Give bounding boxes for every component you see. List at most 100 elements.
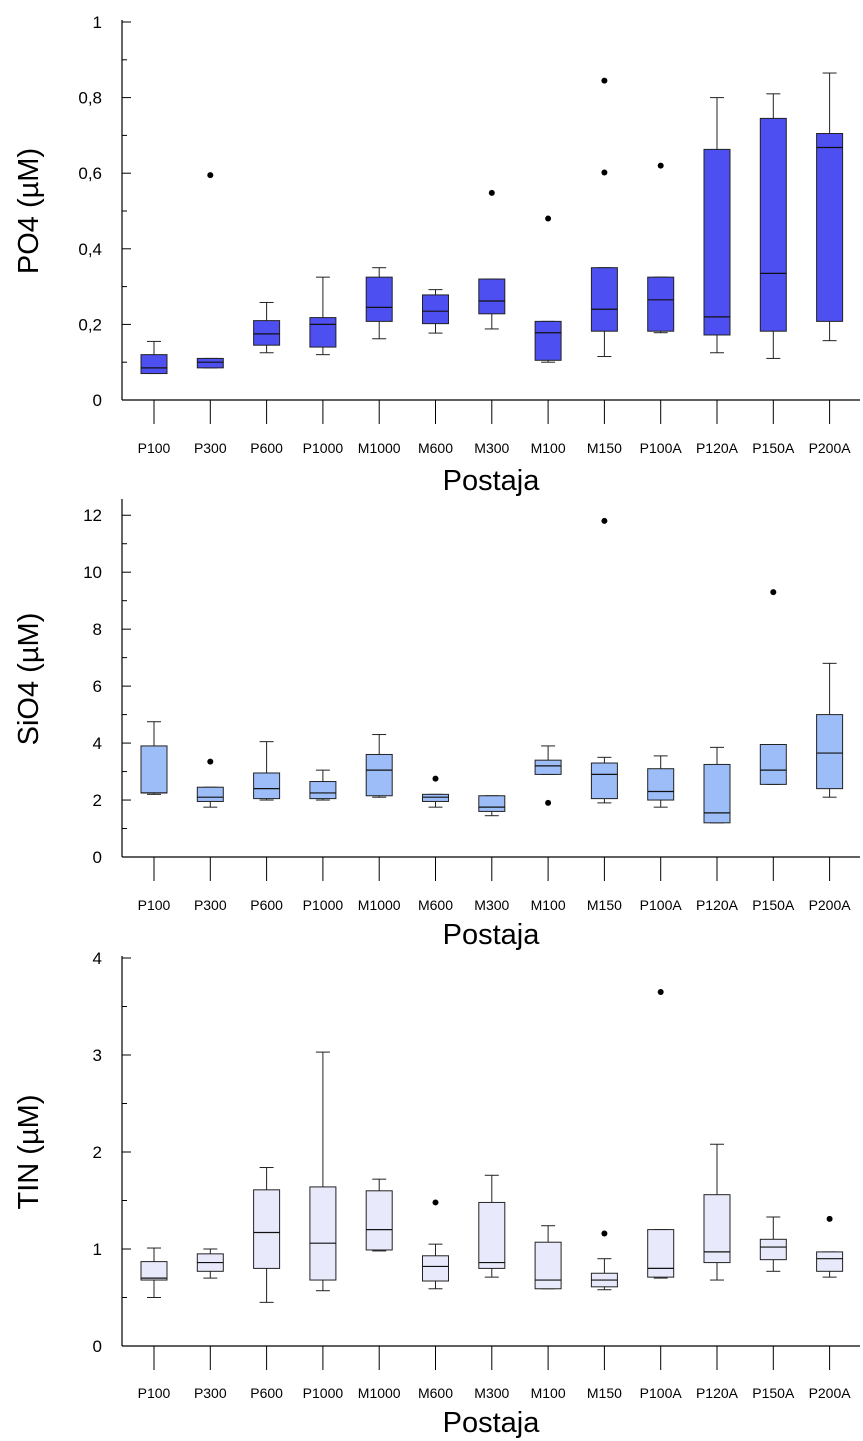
chart-2-box bbox=[478, 795, 506, 812]
chart-3-y-tick-label: 4 bbox=[93, 949, 102, 968]
chart-1-x-tick-label: P600 bbox=[250, 440, 283, 456]
chart-1-outlier-point bbox=[545, 215, 552, 222]
chart-2-x-tick-label: P1000 bbox=[303, 897, 344, 913]
chart-1-y-tick-label: 0,8 bbox=[78, 89, 102, 108]
chart-1-y-tick-label: 0,6 bbox=[78, 164, 102, 183]
chart-1-x-tick-label: P200A bbox=[809, 440, 852, 456]
chart-3-x-tick-label: P600 bbox=[250, 1385, 283, 1401]
chart-3-x-tick-label: P1000 bbox=[303, 1385, 344, 1401]
chart-2-box bbox=[816, 714, 844, 790]
chart-1-box bbox=[196, 357, 224, 369]
chart-3-y-tick-label: 3 bbox=[93, 1046, 102, 1065]
chart-3-y-tick-label: 1 bbox=[93, 1240, 102, 1259]
chart-2-box bbox=[590, 762, 618, 800]
chart-2-outlier-point bbox=[770, 589, 777, 596]
chart-3-x-tick-label: P100A bbox=[640, 1385, 683, 1401]
chart-1-y-tick-label: 0,4 bbox=[78, 240, 102, 259]
chart-1-x-tick-label: M300 bbox=[474, 440, 509, 456]
chart-3-box bbox=[140, 1261, 168, 1281]
chart-1-y-tick-label: 0 bbox=[93, 391, 102, 410]
chart-2-box bbox=[703, 763, 731, 824]
chart-3-outlier-point bbox=[432, 1199, 439, 1206]
chart-1-x-axis-title: Postaja bbox=[443, 465, 541, 497]
chart-2-box bbox=[422, 793, 449, 802]
chart-2-y-tick-label: 2 bbox=[93, 791, 102, 810]
chart-1-box bbox=[759, 117, 787, 332]
chart-1-x-tick-label: P120A bbox=[696, 440, 739, 456]
chart-3-x-axis-title: Postaja bbox=[443, 1407, 541, 1439]
chart-3-x-tick-label: P150A bbox=[752, 1385, 795, 1401]
chart-1-box bbox=[478, 278, 506, 315]
chart-2-x-tick-label: M150 bbox=[587, 897, 622, 913]
chart-2-y-tick-label: 12 bbox=[83, 506, 102, 525]
chart-1-box bbox=[647, 276, 675, 332]
chart-2-outlier-point bbox=[545, 799, 552, 806]
chart-1-box bbox=[365, 276, 393, 322]
chart-1-x-tick-label: P100 bbox=[138, 440, 171, 456]
chart-3-box bbox=[534, 1241, 562, 1290]
chart-2-box bbox=[759, 744, 787, 785]
chart-2-box bbox=[140, 745, 168, 794]
chart-2-x-tick-label: M300 bbox=[474, 897, 509, 913]
chart-2-y-tick-label: 6 bbox=[93, 677, 102, 696]
chart-3-outlier-point bbox=[657, 988, 664, 995]
chart-1-box bbox=[590, 267, 618, 332]
chart-3-box bbox=[253, 1189, 281, 1269]
chart-3-x-tick-label: M1000 bbox=[358, 1385, 401, 1401]
chart-1-box bbox=[534, 320, 562, 361]
chart-1-y-axis-title: PO4 (µM) bbox=[13, 148, 45, 274]
chart-2-x-tick-label: P200A bbox=[809, 897, 852, 913]
chart-1-outlier-point bbox=[601, 77, 608, 84]
chart-2-box bbox=[534, 759, 562, 775]
chart-2-outlier-point bbox=[432, 775, 439, 782]
chart-2-y-tick-label: 8 bbox=[93, 620, 102, 639]
chart-2-x-tick-label: P150A bbox=[752, 897, 795, 913]
chart-2-x-axis-title: Postaja bbox=[443, 919, 541, 951]
chart-3-outlier-point bbox=[601, 1230, 608, 1237]
chart-3-x-tick-label: P120A bbox=[696, 1385, 739, 1401]
chart-1-x-tick-label: P300 bbox=[194, 440, 227, 456]
chart-2-x-tick-label: M100 bbox=[531, 897, 566, 913]
chart-2-box bbox=[365, 753, 393, 797]
chart-2-y-tick-label: 10 bbox=[83, 563, 102, 582]
chart-3-box bbox=[309, 1186, 337, 1281]
chart-1-x-tick-label: P100A bbox=[640, 440, 683, 456]
chart-2-box bbox=[647, 768, 675, 801]
chart-3-box bbox=[422, 1255, 449, 1282]
chart-3-x-tick-label: M600 bbox=[418, 1385, 453, 1401]
chart-3-y-tick-label: 2 bbox=[93, 1143, 102, 1162]
chart-3-box bbox=[759, 1238, 787, 1261]
chart-2-outlier-point bbox=[207, 758, 214, 765]
chart-2-y-tick-label: 4 bbox=[93, 734, 102, 753]
chart-3-box bbox=[816, 1251, 844, 1272]
chart-3-x-tick-label: M100 bbox=[531, 1385, 566, 1401]
chart-3-box bbox=[647, 1229, 675, 1278]
chart-3-y-tick-label: 0 bbox=[93, 1337, 102, 1356]
chart-1-box bbox=[816, 133, 844, 322]
chart-2-x-tick-label: M1000 bbox=[358, 897, 401, 913]
chart-1-box bbox=[253, 320, 281, 346]
chart-1-x-tick-label: M1000 bbox=[358, 440, 401, 456]
chart-3-box bbox=[478, 1201, 506, 1269]
chart-3-x-tick-label: P300 bbox=[194, 1385, 227, 1401]
chart-1-outlier-point bbox=[601, 169, 608, 176]
chart-3-x-tick-label: M300 bbox=[474, 1385, 509, 1401]
chart-1-x-tick-label: P150A bbox=[752, 440, 795, 456]
chart-1-outlier-point bbox=[488, 189, 495, 196]
chart-1-outlier-point bbox=[657, 162, 664, 169]
chart-1-x-tick-label: P1000 bbox=[303, 440, 344, 456]
chart-1-x-tick-label: M600 bbox=[418, 440, 453, 456]
chart-1-x-tick-label: M100 bbox=[531, 440, 566, 456]
chart-2-y-axis-title: SiO4 (µM) bbox=[13, 613, 45, 746]
chart-1-box bbox=[140, 354, 168, 375]
chart-2-x-tick-label: P120A bbox=[696, 897, 739, 913]
chart-2-x-tick-label: P100A bbox=[640, 897, 683, 913]
chart-1-outlier-point bbox=[207, 172, 214, 179]
chart-2-x-tick-label: M600 bbox=[418, 897, 453, 913]
chart-3-x-tick-label: P200A bbox=[809, 1385, 852, 1401]
chart-2-x-tick-label: P300 bbox=[194, 897, 227, 913]
chart-2-y-tick-label: 0 bbox=[93, 848, 102, 867]
chart-1-y-tick-label: 0,2 bbox=[78, 315, 102, 334]
chart-2-x-tick-label: P100 bbox=[138, 897, 171, 913]
